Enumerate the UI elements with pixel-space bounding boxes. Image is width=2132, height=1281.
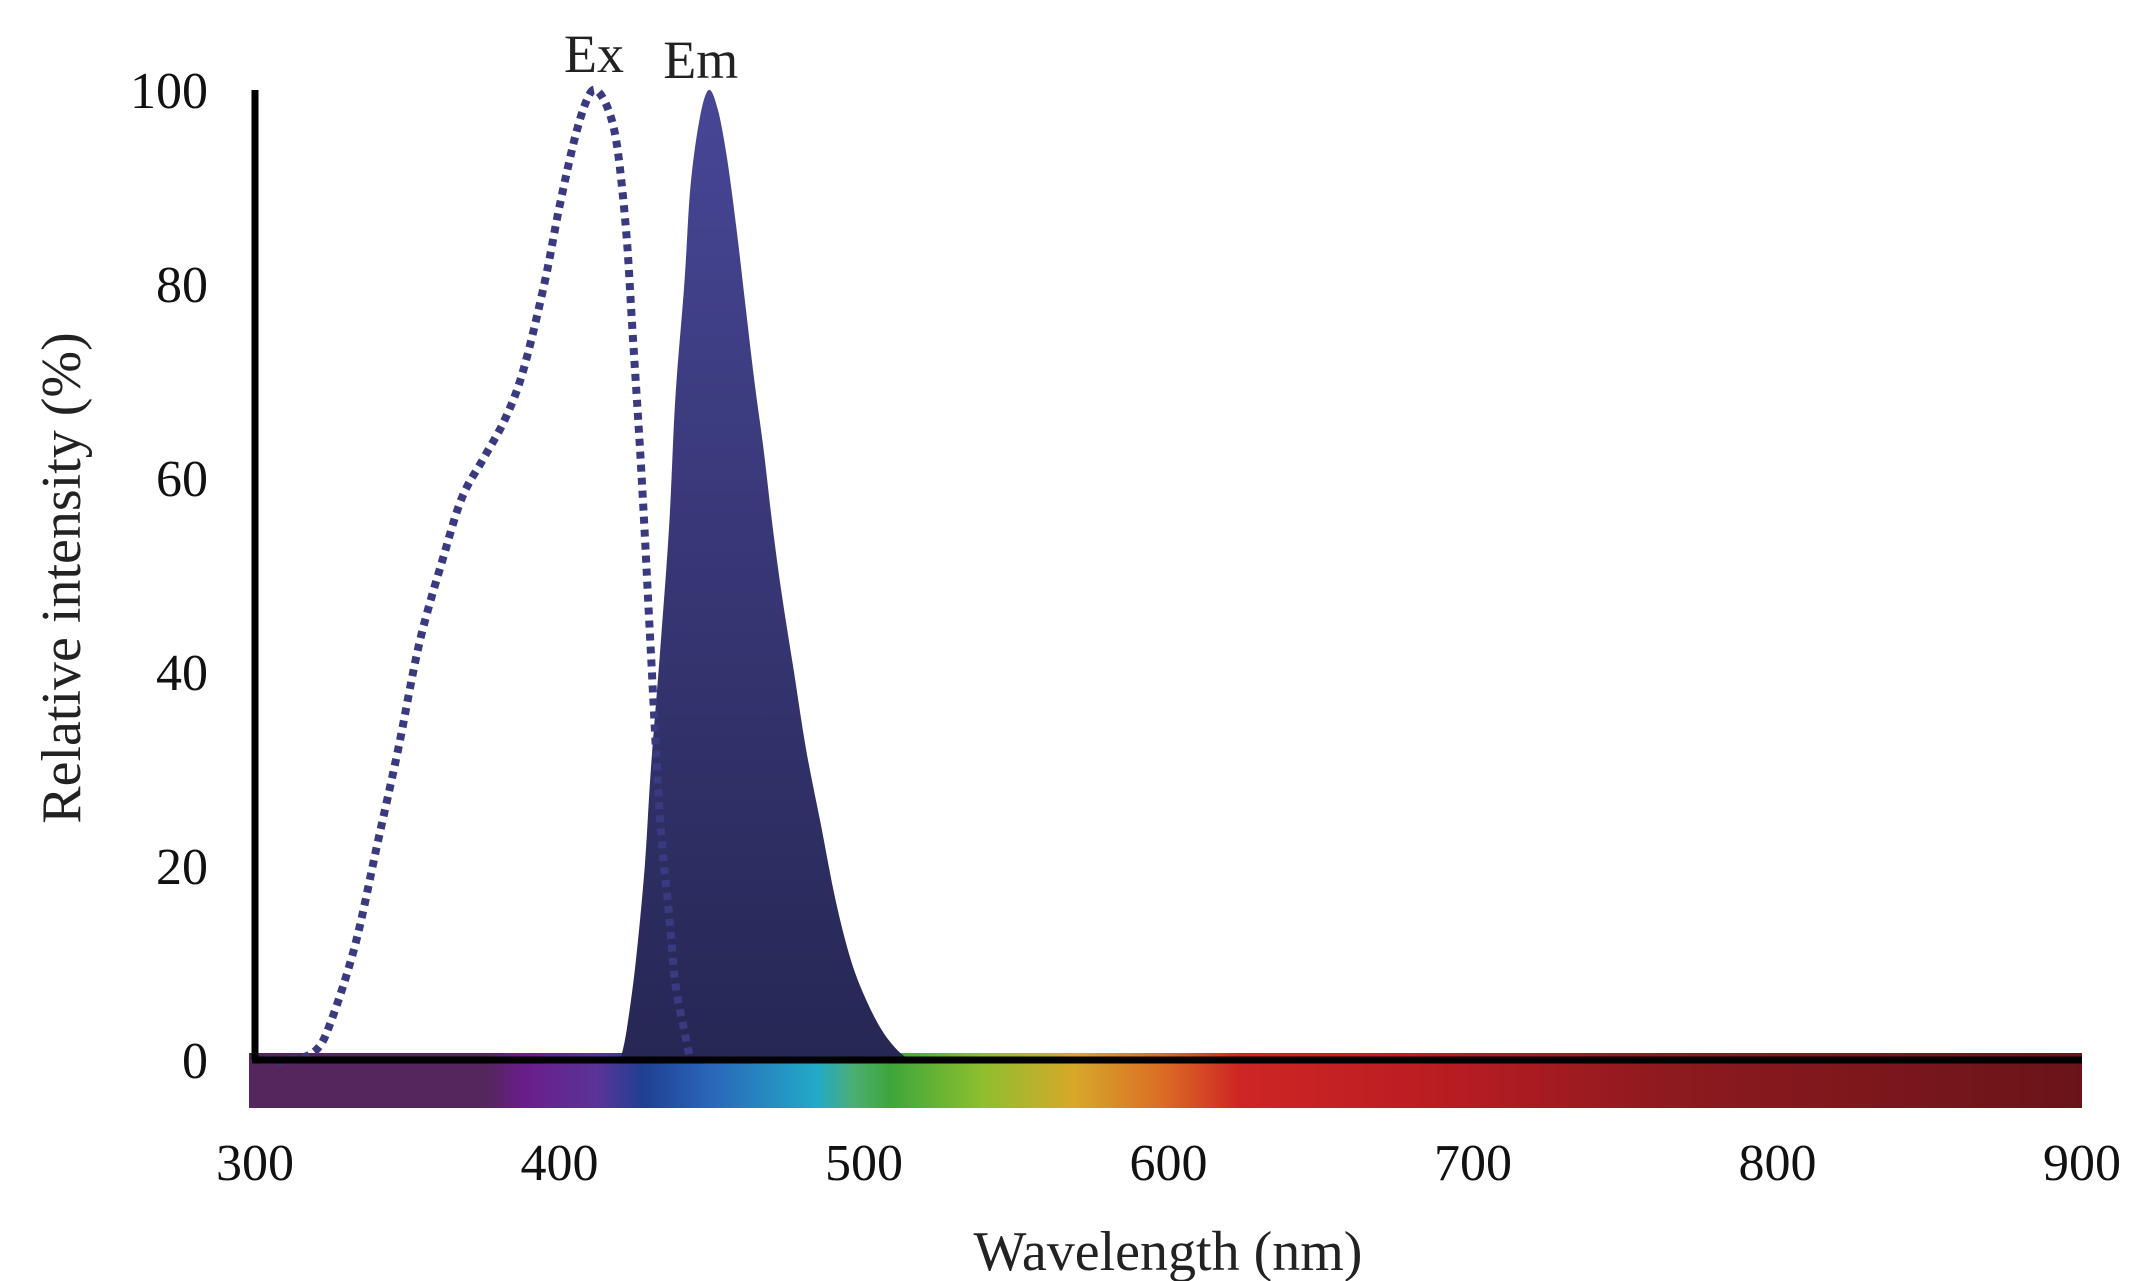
y-tick-label: 100	[130, 63, 208, 120]
x-tick-label: 600	[1130, 1135, 1208, 1192]
em-series-label: Em	[663, 30, 738, 90]
y-tick-label: 40	[156, 645, 208, 702]
x-axis-ticks: 300 400 500 600 700 800 900	[216, 1135, 2121, 1192]
x-tick-label: 400	[521, 1135, 599, 1192]
y-axis-ticks: 0 20 40 60 80 100	[130, 63, 208, 1090]
ex-spectrum-line	[263, 85, 695, 1065]
y-axis-title: Relative intensity (%)	[31, 332, 93, 823]
y-tick-label: 0	[182, 1033, 208, 1090]
x-tick-label: 700	[1434, 1135, 1512, 1192]
ex-series-label: Ex	[564, 24, 624, 84]
y-tick-label: 60	[156, 451, 208, 508]
x-tick-label: 500	[825, 1135, 903, 1192]
y-tick-label: 20	[156, 839, 208, 896]
y-tick-label: 80	[156, 257, 208, 314]
em-spectrum-area	[620, 89, 910, 1060]
x-tick-label: 800	[1739, 1135, 1817, 1192]
x-tick-label: 900	[2043, 1135, 2121, 1192]
x-tick-label: 300	[216, 1135, 294, 1192]
x-axis-title: Wavelength (nm)	[974, 1221, 1363, 1281]
